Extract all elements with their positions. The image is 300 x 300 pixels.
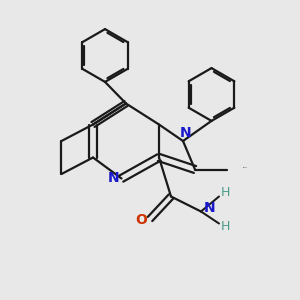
Text: N: N	[180, 126, 191, 140]
Text: H: H	[221, 186, 230, 200]
Text: methyl: methyl	[243, 167, 248, 168]
Text: N: N	[204, 202, 215, 215]
Text: O: O	[136, 213, 148, 226]
Text: H: H	[221, 220, 230, 233]
Text: N: N	[108, 172, 120, 185]
